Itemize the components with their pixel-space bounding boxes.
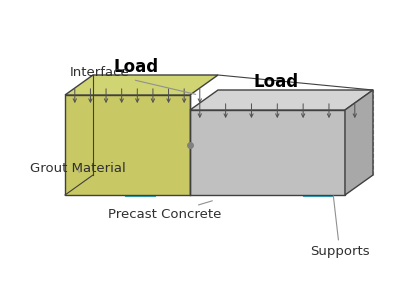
- Text: Grout Material: Grout Material: [30, 162, 126, 175]
- Text: Precast Concrete: Precast Concrete: [108, 201, 221, 222]
- Text: Load: Load: [253, 73, 298, 91]
- Polygon shape: [125, 189, 155, 196]
- Polygon shape: [125, 176, 183, 196]
- Polygon shape: [190, 90, 373, 110]
- Polygon shape: [190, 110, 345, 195]
- Polygon shape: [345, 90, 373, 195]
- Text: Supports: Supports: [310, 196, 370, 258]
- Polygon shape: [65, 95, 190, 195]
- Text: Load: Load: [113, 58, 158, 76]
- Polygon shape: [303, 181, 333, 189]
- Text: Interface: Interface: [70, 66, 196, 94]
- Polygon shape: [125, 181, 155, 189]
- Polygon shape: [65, 75, 218, 95]
- Polygon shape: [303, 176, 361, 196]
- Polygon shape: [303, 189, 333, 196]
